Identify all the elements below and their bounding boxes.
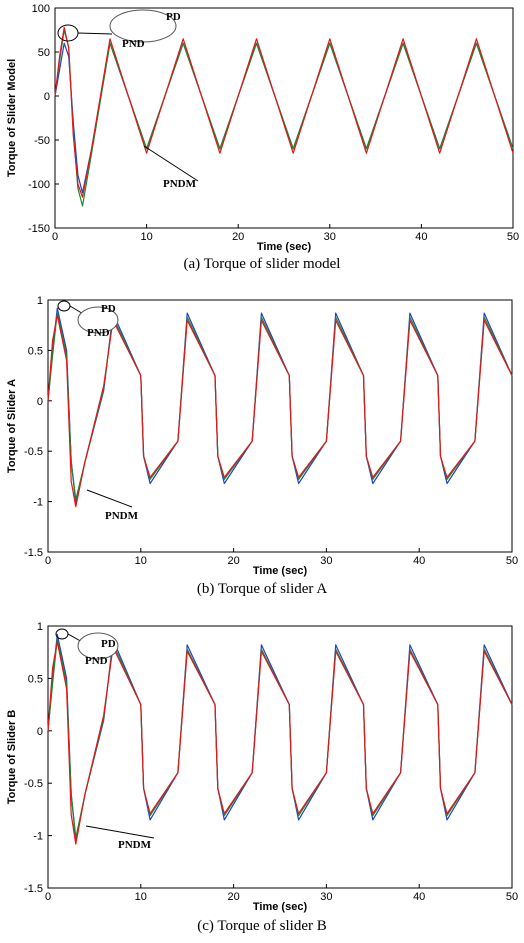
- annotation-pd: PD: [101, 303, 116, 315]
- pndm-arrow: [85, 825, 155, 839]
- x-axis-label: Time (sec): [253, 565, 308, 577]
- y-tick-label: -100: [28, 179, 50, 191]
- x-tick-label: 0: [52, 231, 58, 243]
- x-axis-label: Time (sec): [257, 241, 312, 253]
- annotation-pndm: PNDM: [118, 839, 152, 851]
- annotation-pd: PD: [101, 638, 116, 650]
- annotation-pnd: PND: [122, 38, 145, 50]
- y-tick-label: -50: [34, 135, 50, 147]
- x-tick-label: 10: [140, 231, 152, 243]
- series-line-pnd: [54, 29, 514, 207]
- series-line-pndm: [47, 641, 513, 845]
- zoom-inset: [77, 632, 119, 660]
- chart-0: 0 10 20 30 40 50 -150 -100 -50 0 50 100 Time (sec) To…: [6, 3, 519, 253]
- annotation-pndm: PNDM: [163, 178, 197, 190]
- x-tick-label: 50: [506, 891, 518, 903]
- x-tick-label: 0: [45, 891, 51, 903]
- x-tick-label: 30: [324, 231, 336, 243]
- y-tick-label: -1: [33, 831, 43, 843]
- y-axis-label: Torque of Slider Model: [6, 59, 18, 177]
- x-axis-label: Time (sec): [253, 901, 308, 913]
- annotation-pndm: PNDM: [105, 510, 139, 522]
- series-line-pd: [47, 633, 513, 843]
- x-tick-label: 50: [506, 555, 518, 567]
- x-tick-label: 10: [135, 891, 147, 903]
- x-tick-label: 20: [232, 231, 244, 243]
- x-tick-label: 30: [320, 891, 332, 903]
- annotation-pd: PD: [166, 11, 181, 23]
- x-tick-label: 20: [227, 555, 239, 567]
- y-tick-label: 0.5: [28, 345, 43, 357]
- y-tick-label: 0: [44, 91, 50, 103]
- y-axis-label: Torque of Slider B: [6, 710, 18, 805]
- x-tick-label: 0: [45, 555, 51, 567]
- zoom-inset: [109, 9, 177, 43]
- y-tick-label: -1.5: [24, 883, 43, 895]
- x-tick-label: 40: [413, 555, 425, 567]
- x-tick-label: 40: [415, 231, 427, 243]
- y-tick-label: -0.5: [24, 778, 43, 790]
- plot-frame: [47, 625, 513, 889]
- x-tick-label: 50: [507, 231, 519, 243]
- zoom-arrow: [77, 32, 113, 35]
- y-tick-label: -150: [28, 223, 50, 235]
- peak-highlight-circle: [57, 24, 79, 42]
- series-line-pd: [54, 42, 514, 194]
- series-line-pndm: [47, 314, 513, 508]
- y-tick-label: 1: [37, 295, 43, 307]
- y-axis-label: Torque of Slider A: [6, 379, 18, 473]
- annotation-pnd: PND: [87, 327, 110, 339]
- y-tick-label: 100: [32, 3, 50, 15]
- caption-a: (a) Torque of slider model: [183, 256, 341, 272]
- y-tick-label: 0: [37, 726, 43, 738]
- y-tick-label: 50: [38, 47, 50, 59]
- caption-c: (c) Torque of slider B: [197, 918, 327, 934]
- y-tick-label: -0.5: [24, 446, 43, 458]
- series-line-pd: [47, 307, 513, 505]
- y-tick-label: -1: [33, 497, 43, 509]
- plot-frame: [54, 7, 514, 229]
- pndm-arrow: [86, 489, 133, 508]
- caption-b: (b) Torque of slider A: [196, 581, 328, 597]
- zoom-inset: [77, 306, 119, 334]
- y-tick-label: 0.5: [28, 673, 43, 685]
- pndm-arrow: [143, 145, 199, 182]
- chart-1: 0 10 20 30 40 50 -1.5 -1 -0.5 0 0.5 1 Time (sec) Torq…: [6, 295, 518, 577]
- peak-highlight-circle: [57, 300, 71, 312]
- x-tick-label: 40: [413, 891, 425, 903]
- series-line-pnd: [47, 637, 513, 839]
- y-tick-label: -1.5: [24, 547, 43, 559]
- chart-2: 0 10 20 30 40 50 -1.5 -1 -0.5 0 0.5 1 Time (sec) Torq…: [6, 621, 518, 913]
- plot-frame: [47, 299, 513, 553]
- peak-highlight-circle: [55, 628, 69, 640]
- annotation-pnd: PND: [85, 655, 108, 667]
- series-line-pnd: [47, 311, 513, 501]
- x-tick-label: 20: [227, 891, 239, 903]
- series-line-pndm: [54, 26, 514, 198]
- y-tick-label: 1: [37, 621, 43, 633]
- x-tick-label: 10: [135, 555, 147, 567]
- x-tick-label: 30: [320, 555, 332, 567]
- y-tick-label: 0: [37, 396, 43, 408]
